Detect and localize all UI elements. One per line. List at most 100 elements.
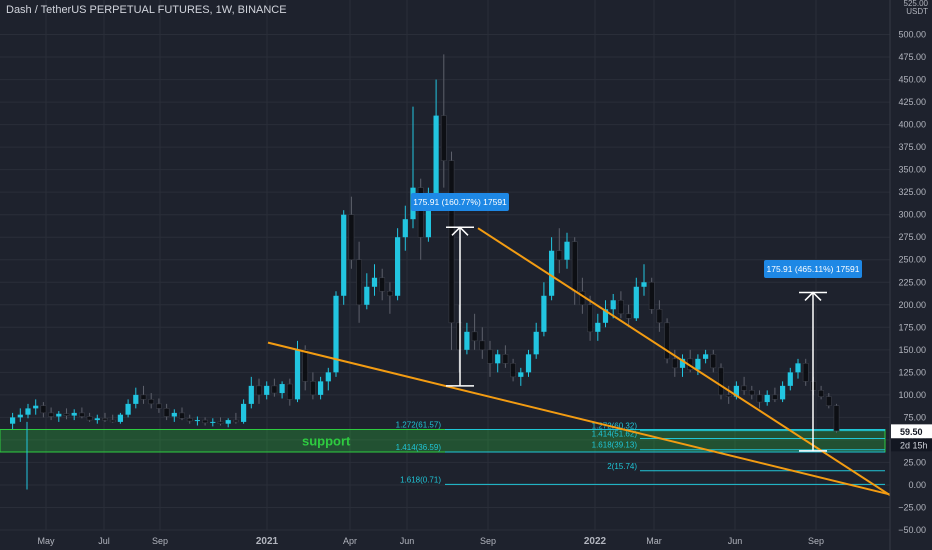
candle-body: [241, 403, 247, 422]
candle-body: [764, 394, 770, 403]
price-tick-label: 300.00: [898, 210, 926, 220]
currency-label: USDT: [906, 7, 928, 16]
price-tick-label: 250.00: [898, 255, 926, 265]
candle-body: [433, 115, 439, 197]
candle-body: [602, 309, 609, 323]
current-price-box: [891, 424, 932, 439]
candle-body: [741, 385, 747, 391]
drawings: 175.91 (160.77%) 17591 175.91 (465.11%) 1…: [267, 193, 932, 513]
measure-1-box: [411, 193, 509, 211]
price-tick-label: 425.00: [898, 97, 926, 107]
candle-body: [656, 308, 663, 324]
candle-body: [48, 412, 54, 417]
time-tick-label: Sep: [480, 536, 496, 546]
candle-body: [341, 214, 347, 296]
candle-body: [102, 417, 108, 421]
candle-body: [695, 358, 701, 370]
fib-label-right: 1.618(39.13): [592, 441, 638, 450]
candle-body: [448, 160, 455, 324]
candle-body: [364, 286, 370, 305]
support-label: support: [302, 434, 351, 449]
candle-body: [495, 354, 501, 364]
price-tick-label: 400.00: [898, 120, 926, 130]
candles[interactable]: [10, 54, 840, 490]
candle-body: [186, 417, 193, 422]
candle-body: [549, 250, 555, 296]
price-tick-label: 350.00: [898, 165, 926, 175]
time-tick-label: 2021: [256, 536, 279, 547]
fib-label-right: 1.272(60.32): [592, 422, 638, 431]
candle-body: [264, 385, 270, 395]
candle-body: [541, 295, 547, 332]
time-tick-label: Jun: [728, 536, 743, 546]
candle-body: [748, 390, 755, 396]
candle-body: [833, 405, 840, 432]
fib-label-right: 2(15.74): [607, 462, 637, 471]
candle-body: [571, 241, 578, 292]
candle-body: [787, 372, 793, 386]
fib-label-right: 1.414(51.62): [592, 429, 638, 438]
candle-body: [179, 412, 185, 419]
price-tick-label: 450.00: [898, 75, 926, 85]
candle-body: [371, 277, 378, 287]
price-tick-label: 500.00: [898, 30, 926, 40]
candle-body: [502, 354, 509, 364]
candle-body: [125, 403, 131, 415]
upper-trendline: [477, 227, 917, 513]
candle-body: [302, 349, 309, 382]
candle-body: [309, 381, 316, 396]
candle-body: [33, 405, 39, 409]
countdown-label: 2d 15h: [900, 440, 928, 450]
fibonacci-levels: 1.272(61.57) 1.414(36.59) 1.618(0.71) 1.272…: [396, 420, 885, 485]
candle-body: [40, 405, 47, 414]
candle-body: [271, 385, 278, 394]
candle-body: [117, 414, 123, 422]
candle-body: [487, 349, 493, 364]
chart-title: Dash / TetherUS PERPETUAL FUTURES, 1W, B…: [6, 4, 287, 16]
candle-body: [625, 313, 632, 319]
candle-body: [756, 394, 763, 403]
candle-body: [379, 277, 386, 292]
candle-body: [471, 331, 478, 342]
candle-body: [703, 354, 709, 359]
candle-body: [79, 412, 85, 417]
candle-body: [587, 304, 593, 333]
measure-1-label: 175.91 (160.77%) 17591: [413, 197, 507, 207]
measure-2-label: 175.91 (465.11%) 17591: [767, 264, 860, 274]
price-tick-label: 225.00: [898, 277, 926, 287]
candle-body: [641, 282, 647, 287]
candle-body: [725, 394, 732, 397]
candle-body: [402, 219, 408, 238]
candle-body: [518, 372, 524, 377]
price-tick-label: −25.00: [898, 502, 926, 512]
candle-body: [109, 419, 116, 423]
fib-label-left: 1.272(61.57): [396, 420, 442, 429]
candle-body: [825, 396, 832, 406]
candle-body: [286, 383, 293, 400]
price-tick-label: 175.00: [898, 322, 926, 332]
candle-body: [771, 394, 778, 400]
price-tick-label: 150.00: [898, 345, 926, 355]
candle-body: [564, 241, 570, 260]
candle-body: [679, 358, 686, 368]
candle-body: [802, 363, 809, 382]
countdown-box: [891, 438, 932, 452]
price-tick-label: 375.00: [898, 142, 926, 152]
time-axis: May Jul Sep 2021 Apr Jun Sep 2022 Mar Jun Sep: [37, 536, 824, 547]
price-axis-bg: [890, 0, 932, 550]
price-tick-label: 0.00: [908, 480, 926, 490]
price-tick-label: 325.00: [898, 187, 926, 197]
candle-body: [140, 394, 147, 400]
candle-body: [233, 419, 239, 423]
support-zone: support: [0, 428, 886, 453]
candle-body: [664, 322, 670, 360]
time-tick-label: Sep: [152, 536, 168, 546]
candle-body: [318, 381, 324, 395]
lower-trendline: [267, 341, 932, 506]
candle-body: [633, 286, 639, 319]
candle-body: [556, 250, 563, 261]
candle-body: [333, 295, 339, 373]
candle-body: [56, 413, 62, 417]
price-tick-label: 200.00: [898, 300, 926, 310]
